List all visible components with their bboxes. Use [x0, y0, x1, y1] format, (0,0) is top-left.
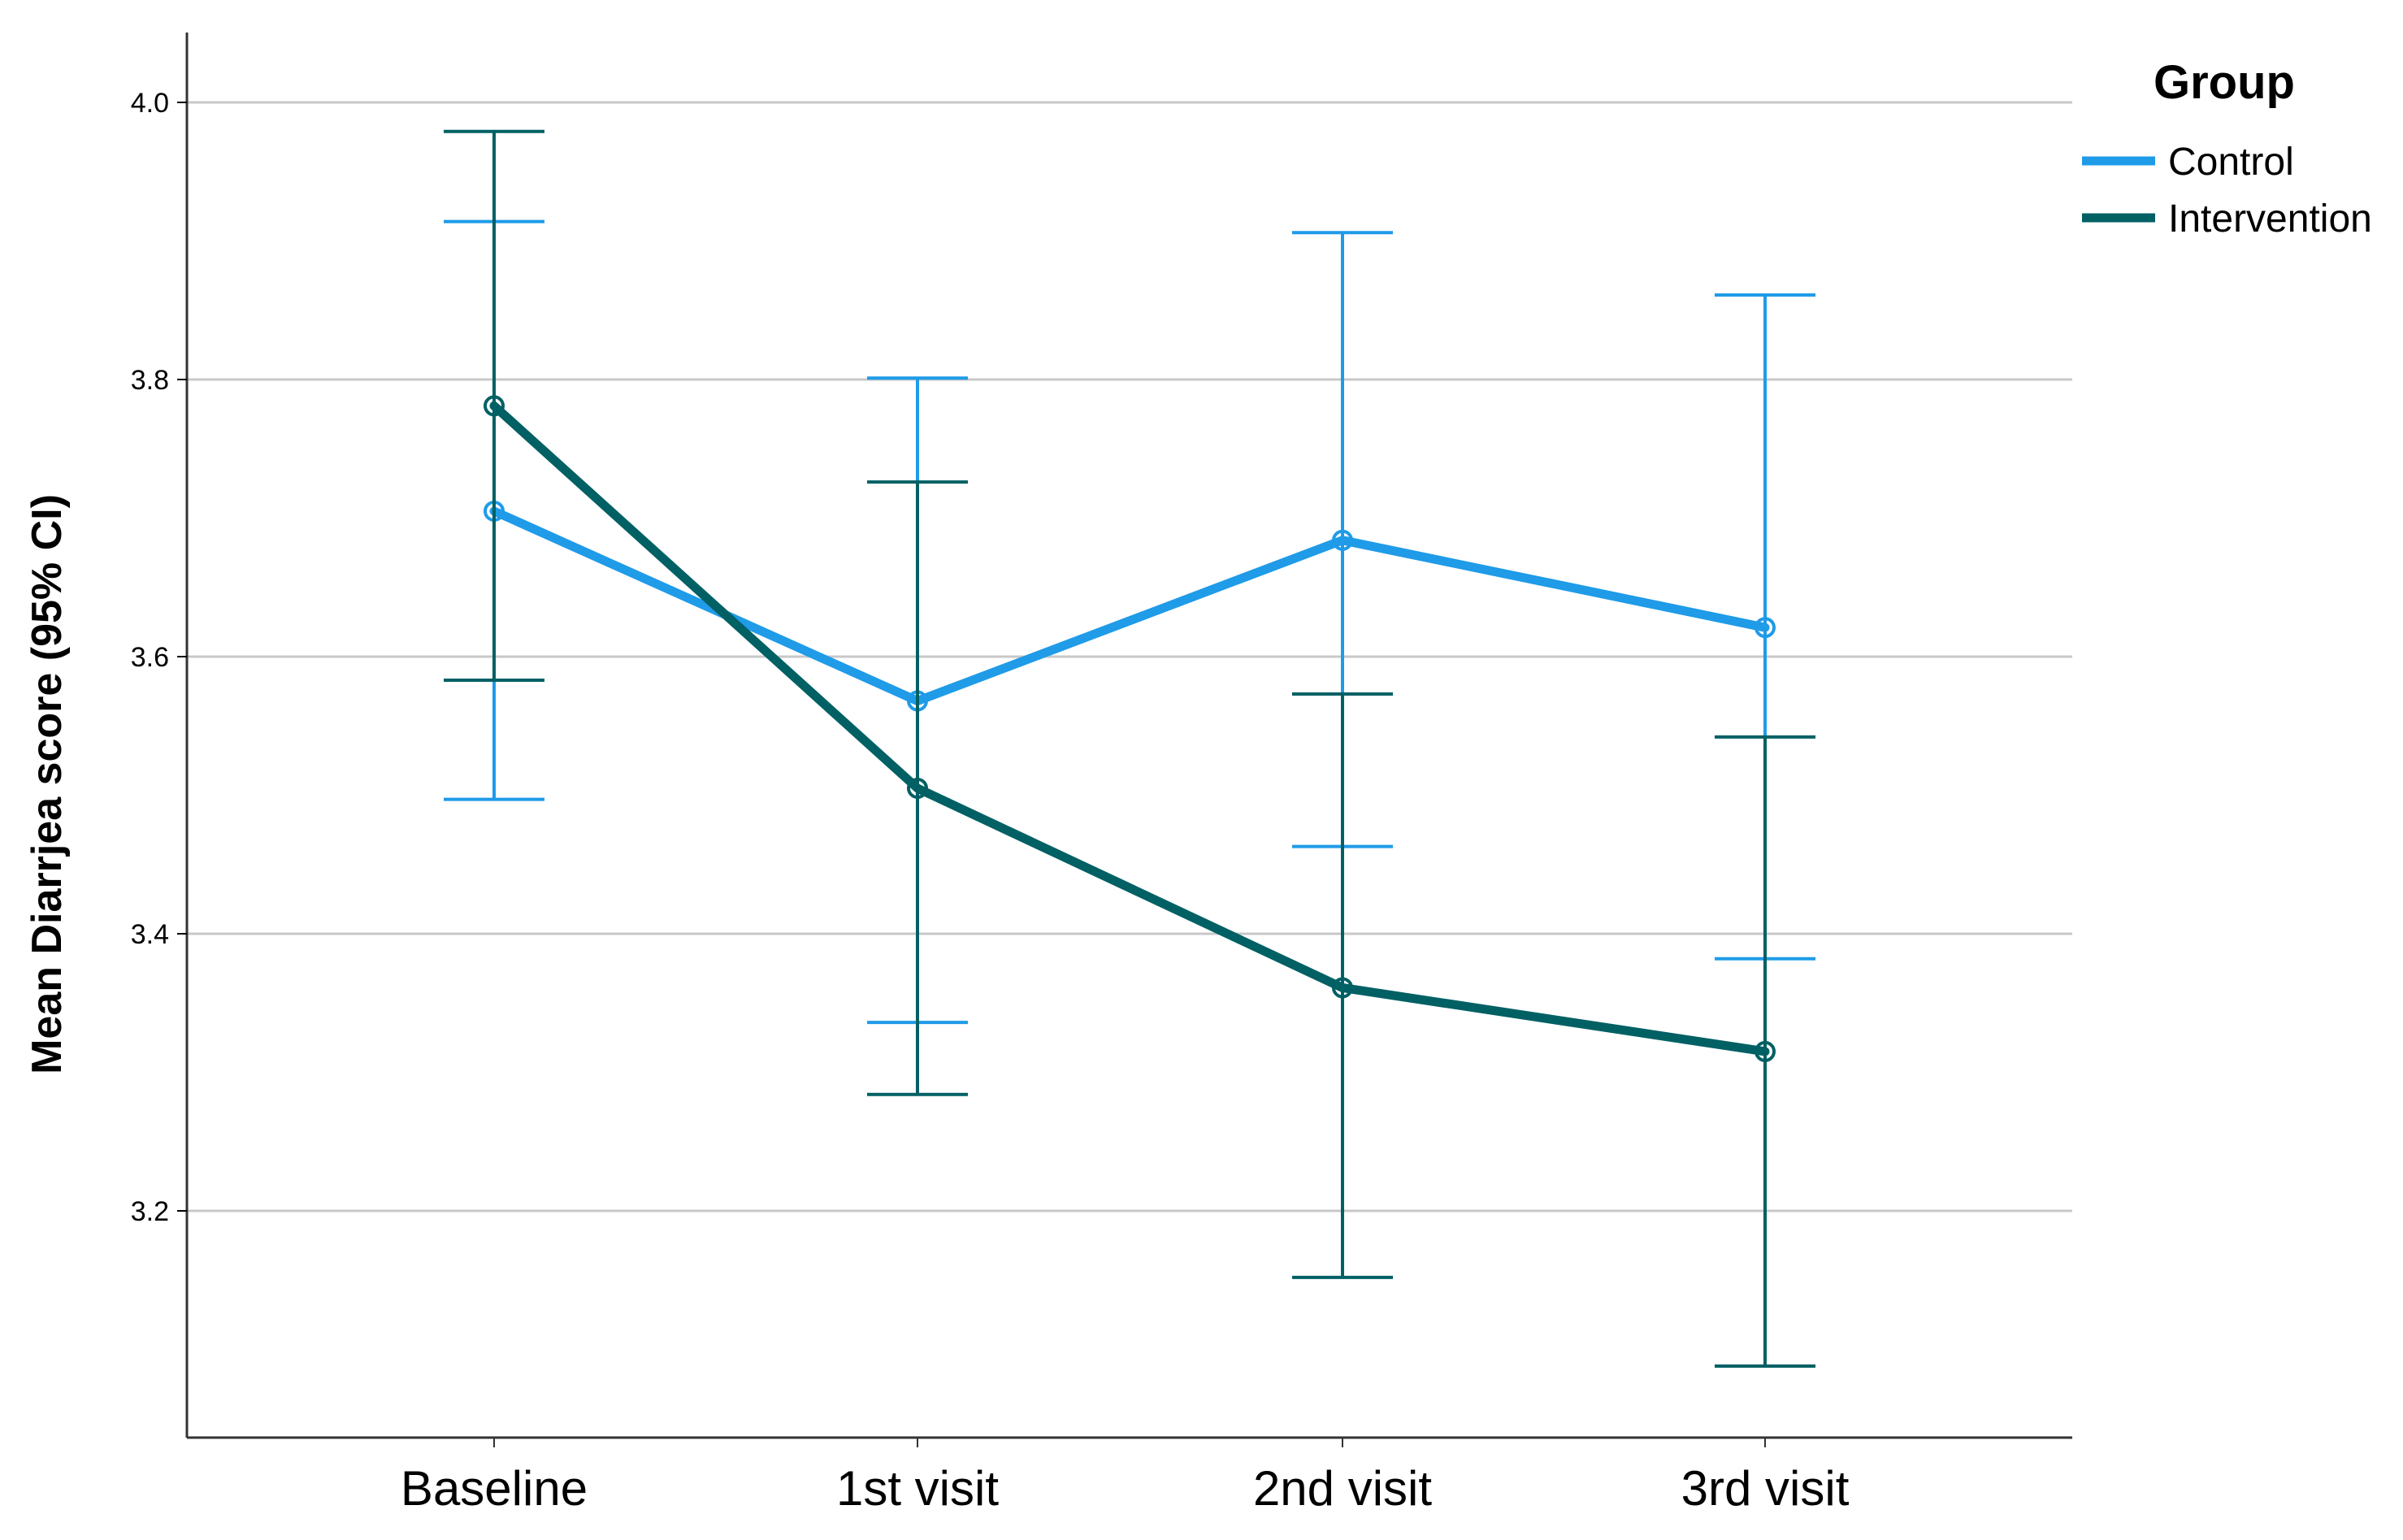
data-point — [1332, 529, 1353, 551]
x-axis-labels: Baseline 1st visit 2nd visit 3rd visit — [401, 1438, 1850, 1516]
plot-area — [444, 129, 1815, 1368]
y-tick-label: 3.4 — [131, 919, 169, 950]
legend-label: Control — [2168, 141, 2294, 184]
y-tick-label: 3.2 — [131, 1196, 169, 1227]
data-point — [1755, 617, 1776, 639]
x-tick-label: 3rd visit — [1681, 1461, 1850, 1516]
y-axis-title: Mean Diarrjea score (95% CI) — [24, 494, 71, 1074]
y-axis-ticks: 3.2 3.4 3.6 3.8 4.0 — [131, 88, 187, 1227]
y-tick-label: 4.0 — [131, 88, 169, 119]
axes — [185, 33, 2072, 1439]
legend: Group Control Intervention — [2082, 56, 2372, 241]
y-tick-label: 3.8 — [131, 365, 169, 396]
data-point — [1332, 977, 1353, 999]
data-point — [907, 777, 928, 799]
series-control — [444, 219, 1815, 1025]
x-tick-label: 1st visit — [836, 1461, 999, 1516]
legend-label: Intervention — [2168, 197, 2372, 241]
y-tick-label: 3.6 — [131, 642, 169, 673]
legend-title: Group — [2154, 56, 2295, 109]
series-intervention — [444, 129, 1815, 1368]
x-tick-label: 2nd visit — [1253, 1461, 1432, 1516]
grid-lines — [187, 101, 2072, 1212]
data-point — [1755, 1040, 1776, 1062]
x-tick-label: Baseline — [401, 1461, 588, 1516]
series-line — [489, 506, 1770, 706]
series-line — [489, 401, 1770, 1056]
data-point — [484, 395, 505, 417]
